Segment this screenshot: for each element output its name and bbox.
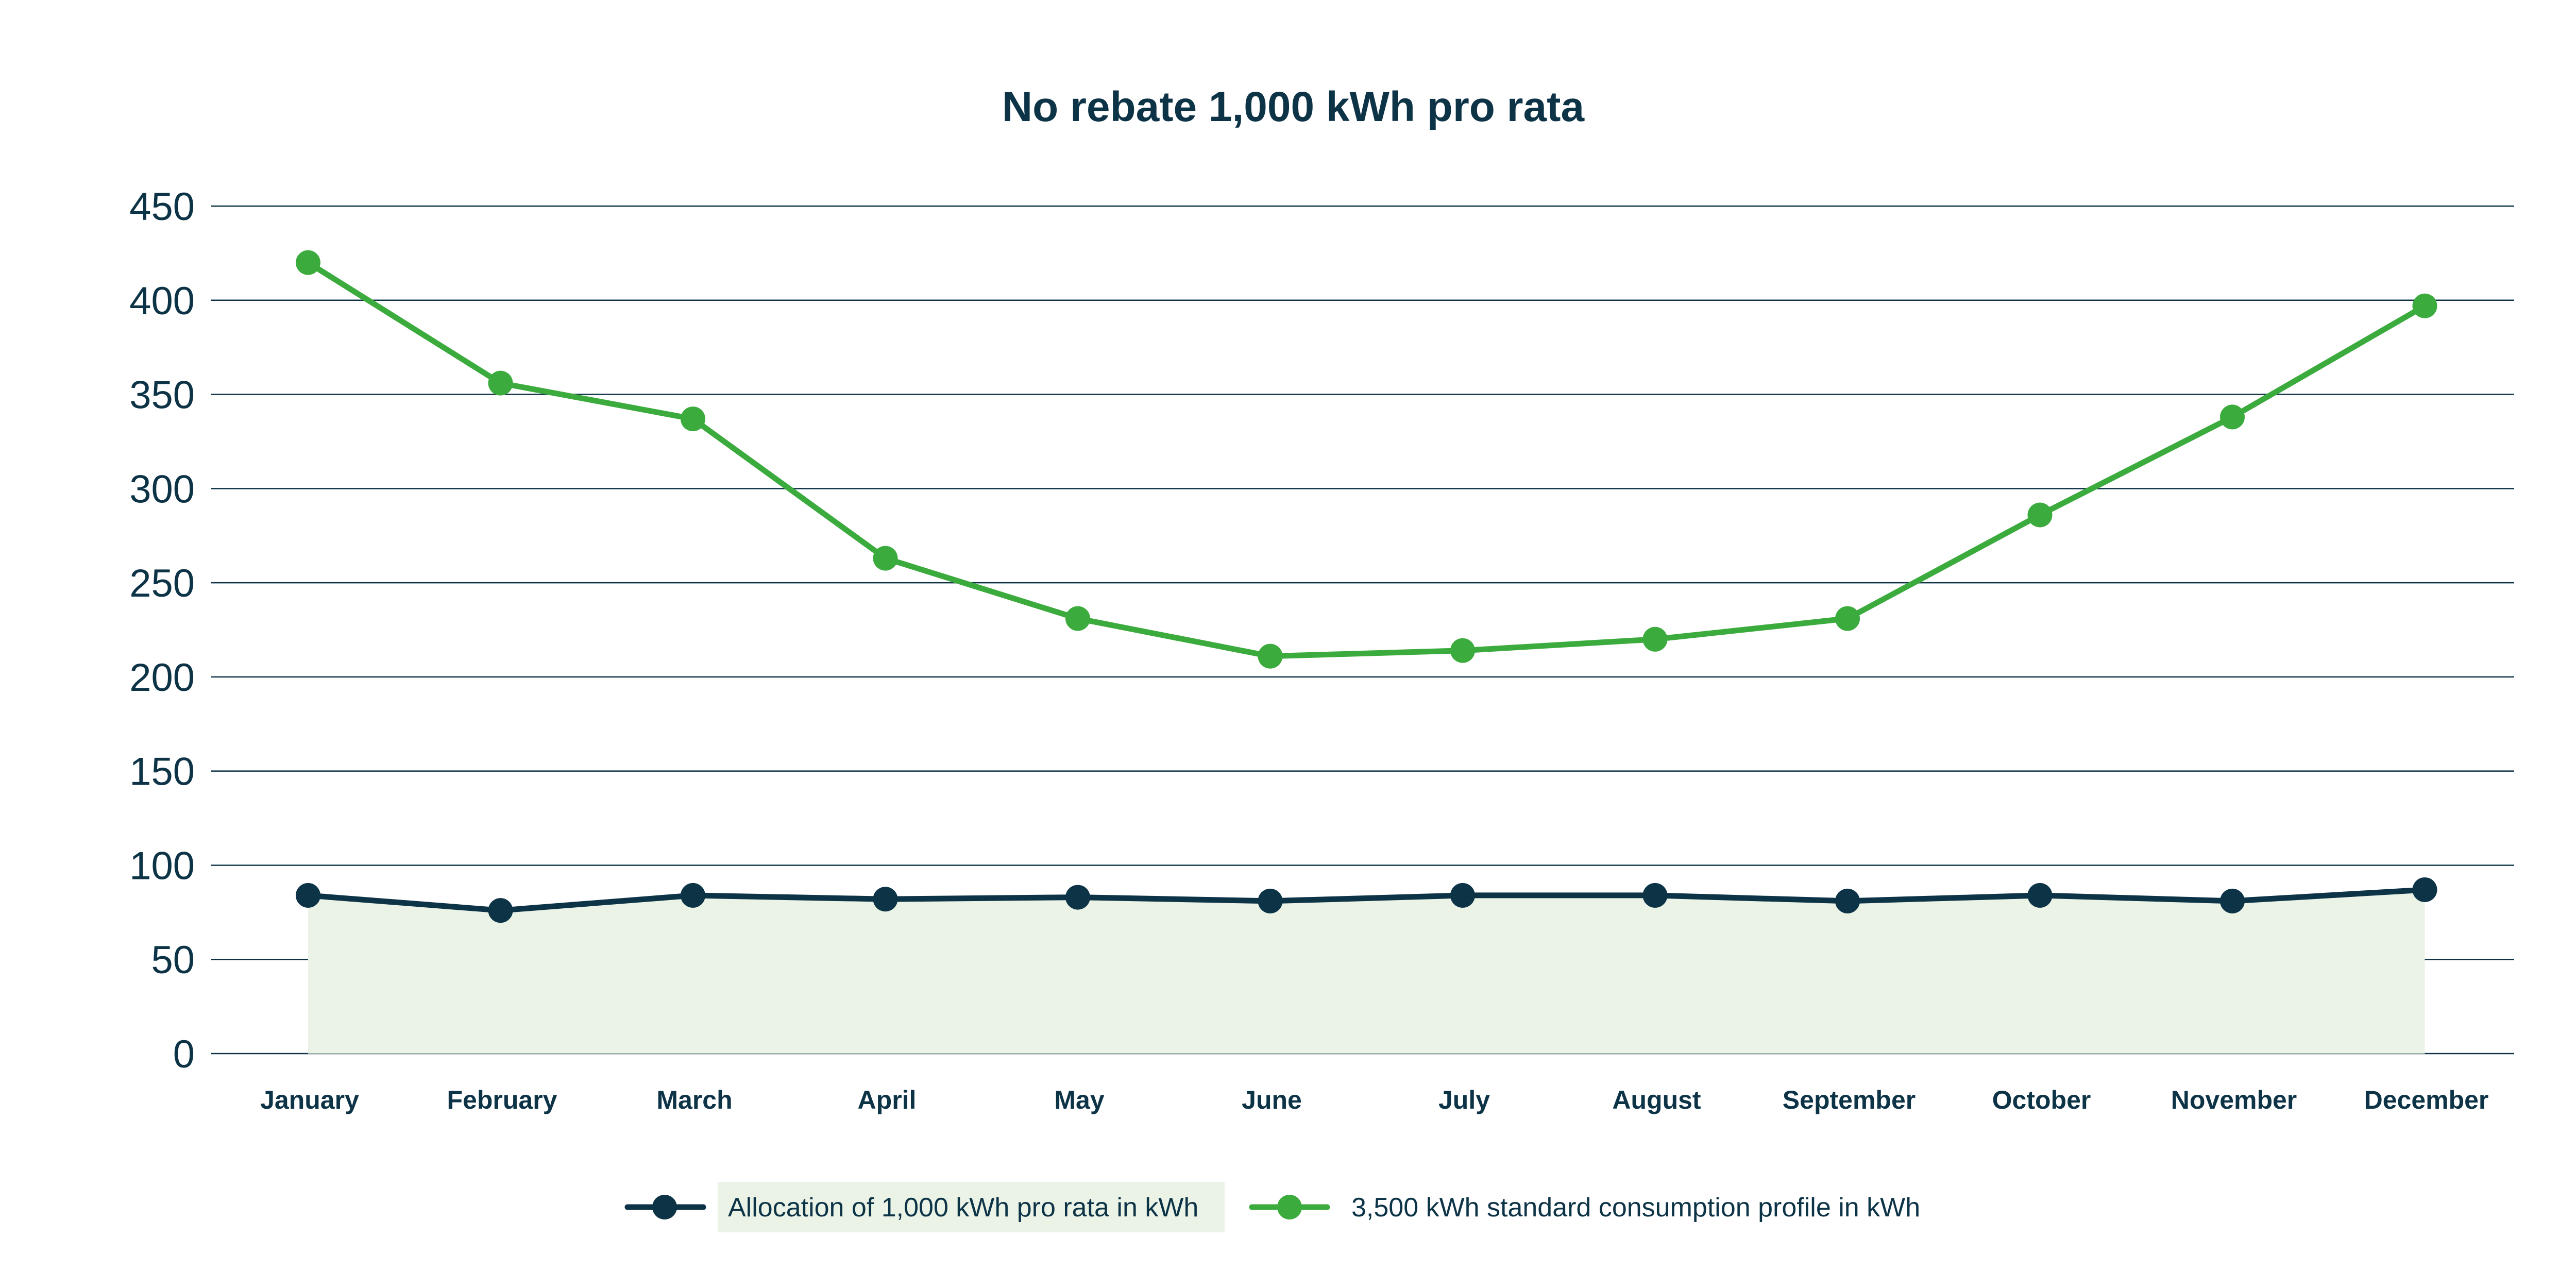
data-point	[296, 883, 320, 908]
legend-label: Allocation of 1,000 kWh pro rata in kWh	[728, 1193, 1198, 1223]
legend-label: 3,500 kWh standard consumption profile i…	[1351, 1193, 1920, 1223]
x-tick-label: March	[656, 1086, 732, 1114]
data-point	[2220, 404, 2245, 430]
data-point	[1450, 638, 1475, 663]
series-group	[296, 250, 2437, 1054]
series-line	[305, 260, 2428, 659]
y-tick-label: 100	[129, 844, 195, 888]
x-tick-label: December	[2364, 1086, 2489, 1114]
x-tick-label: February	[447, 1086, 557, 1114]
data-point	[1642, 626, 1668, 652]
y-tick-label: 250	[129, 562, 195, 605]
x-tick-label: October	[1992, 1086, 2091, 1114]
y-tick-label: 200	[129, 656, 195, 700]
legend: Allocation of 1,000 kWh pro rata in kWh 3…	[624, 1182, 1920, 1232]
data-point	[1065, 885, 1090, 910]
data-point	[681, 406, 705, 432]
data-point	[1835, 888, 1860, 913]
x-tick-label: April	[858, 1086, 917, 1114]
legend-item-1: Allocation of 1,000 kWh pro rata in kWh	[624, 1182, 1225, 1232]
data-point	[1258, 888, 1283, 913]
y-tick-label: 350	[129, 374, 195, 417]
chart-title: No rebate 1,000 kWh pro rata	[1002, 83, 1585, 130]
data-point	[1258, 643, 1283, 669]
y-tick-label: 400	[129, 279, 195, 323]
legend-swatch-marker	[1277, 1195, 1302, 1219]
data-point	[873, 887, 898, 912]
x-tick-label: May	[1054, 1086, 1104, 1114]
data-point	[1642, 883, 1668, 908]
legend-swatch-marker	[652, 1195, 677, 1219]
series-area	[308, 889, 2425, 1054]
data-point	[2027, 883, 2053, 908]
x-tick-label: November	[2171, 1086, 2297, 1114]
series-line	[305, 887, 2428, 913]
data-point	[488, 898, 513, 923]
y-tick-label: 50	[151, 938, 195, 982]
data-point	[1065, 606, 1090, 631]
x-tick-label: January	[260, 1086, 359, 1114]
series-1	[296, 877, 2437, 1054]
data-point	[681, 883, 705, 908]
legend-highlight	[718, 1182, 1225, 1232]
x-tick-label: July	[1438, 1086, 1490, 1114]
series-2	[296, 250, 2437, 669]
x-tick-label: September	[1783, 1086, 1916, 1114]
y-axis-ticks: 0 50 100 150 200 250 300 350 400 450	[129, 185, 195, 1076]
y-tick-label: 0	[173, 1032, 195, 1076]
data-point	[488, 370, 513, 396]
x-axis-ticks: January February March April May June July Augu…	[260, 1086, 2488, 1114]
data-point	[873, 546, 898, 571]
x-tick-label: August	[1612, 1086, 1701, 1114]
data-point	[2412, 293, 2437, 318]
y-tick-label: 300	[129, 467, 195, 511]
data-point	[2412, 877, 2437, 902]
y-tick-label: 150	[129, 750, 195, 794]
y-tick-label: 450	[129, 185, 195, 229]
data-point	[1450, 883, 1475, 908]
data-point	[2220, 888, 2245, 913]
data-point	[1835, 606, 1860, 631]
x-tick-label: June	[1242, 1086, 1302, 1114]
data-point	[2027, 502, 2053, 528]
data-point	[296, 250, 320, 275]
legend-item-2: 3,500 kWh standard consumption profile i…	[1249, 1193, 1920, 1223]
